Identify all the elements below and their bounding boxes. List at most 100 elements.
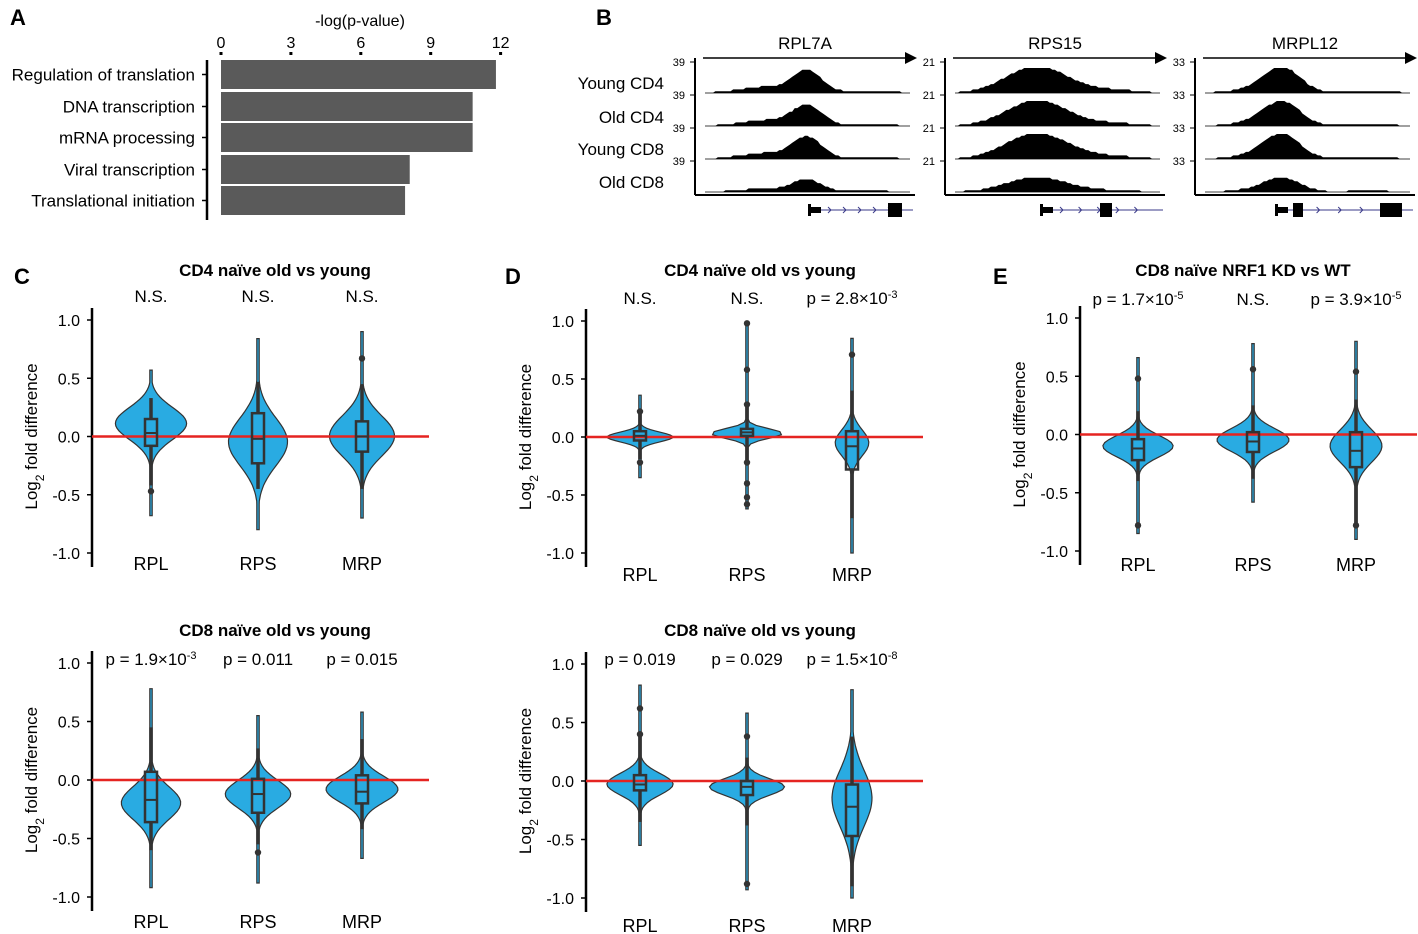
panel-a-bar — [221, 186, 406, 215]
panel-b-scale-label: 33 — [1173, 90, 1185, 102]
panel-a-category-label: Regulation of translation — [12, 66, 195, 85]
violin-box — [250, 777, 266, 815]
violin-y-tick-label: 0.0 — [1046, 428, 1068, 445]
violin-y-tick-label: 0.0 — [58, 430, 80, 447]
panel-b-gene-utr — [811, 207, 821, 213]
violin-body — [831, 689, 873, 899]
violin-outlier — [1352, 368, 1360, 375]
panel-a-category-label: mRNA processing — [59, 129, 195, 148]
panel-a-bar — [221, 123, 473, 152]
violin-y-axis-label: Log2 fold difference — [516, 364, 541, 510]
panel-b-scale-label: 39 — [673, 123, 685, 135]
violin-box — [632, 773, 648, 792]
panel-b-gene-strand-icon — [872, 206, 877, 214]
panel-b-direction-arrow-icon — [1405, 52, 1417, 64]
violin-y-tick-label: 1.0 — [1046, 311, 1068, 328]
violin-y-tick-label: 0.5 — [1046, 369, 1068, 386]
panel-b-direction-arrow-icon — [905, 52, 917, 64]
violin-pvalue-label: N.S. — [134, 287, 167, 306]
violin-category-label: MRP — [1336, 555, 1376, 575]
violin-box — [844, 429, 860, 471]
violin-category-label: MRP — [342, 554, 382, 574]
violin-outlier — [743, 494, 751, 501]
panel-b-track-label: Old CD8 — [599, 173, 664, 192]
panel-b-coverage-track — [955, 101, 1160, 126]
panel-a-x-tick — [359, 52, 363, 55]
violin-body — [120, 688, 182, 889]
violin-outlier — [743, 733, 751, 740]
violin-category-label: RPL — [133, 912, 168, 932]
panel-b-coverage-track — [1205, 177, 1410, 192]
violin-outlier — [1352, 522, 1360, 529]
violin-pvalue-label: N.S. — [345, 287, 378, 306]
violin-outlier — [636, 705, 644, 712]
panel-a-bar — [221, 92, 473, 121]
violin-y-tick-label: -0.5 — [546, 833, 574, 850]
panel-a-bar — [221, 155, 410, 184]
violin-title: CD8 naïve old vs young — [664, 621, 856, 640]
violin-y-tick-label: 0.5 — [552, 716, 574, 733]
panel-b-gene-exon — [1040, 204, 1043, 216]
panel-b-gene-name: MRPL12 — [1272, 34, 1338, 53]
violin-outlier — [743, 401, 751, 408]
panel-label-a: A — [10, 5, 26, 30]
panel-b-coverage-track — [1205, 101, 1410, 126]
violin-category-label: RPS — [239, 554, 276, 574]
violin-y-tick-label: 0.5 — [58, 715, 80, 732]
panel-b-coverage-track — [955, 177, 1160, 192]
violin-title: CD8 naïve old vs young — [179, 621, 371, 640]
violin-body — [328, 331, 396, 519]
panel-b-gene-rpl7a: RPL7A 39 39 39 39 — [673, 34, 917, 217]
violin-outlier — [147, 488, 155, 495]
violin-category-label: RPS — [728, 916, 765, 934]
violin-y-tick-label: -0.5 — [546, 488, 574, 505]
violin-box — [844, 783, 860, 838]
violin-pvalue-label: N.S. — [1236, 290, 1269, 309]
violin-y-tick-label: -0.5 — [52, 832, 80, 849]
panel-a-category-label: DNA transcription — [63, 98, 195, 117]
violin-outlier — [636, 731, 644, 738]
violin-y-tick-label: -0.5 — [52, 488, 80, 505]
panel-a-x-tick — [499, 52, 503, 55]
violin-outlier — [743, 480, 751, 487]
panel-b-coverage-track — [705, 69, 910, 93]
panel-b-gene-strand-icon — [1337, 206, 1342, 214]
violin-title: CD4 naïve old vs young — [179, 261, 371, 280]
panel-b-track-label: Young CD4 — [578, 74, 664, 93]
violin-panel-c2: CD8 naïve old vs young 1.0 0.5 0.0 -0.5 -1.0 L… — [22, 621, 429, 932]
violin-category-label: RPL — [133, 554, 168, 574]
panel-b-coverage-track — [955, 134, 1160, 159]
violin-outlier — [743, 366, 751, 373]
violin-y-axis-label: Log2 fold difference — [1010, 361, 1035, 507]
violin-pvalue-label: p = 0.019 — [604, 650, 675, 669]
panel-b-coverage-track — [1205, 134, 1410, 159]
panel-a-x-tick — [219, 52, 223, 55]
panel-b-scale-label: 21 — [923, 123, 935, 135]
panel-a-x-tick-label: 0 — [217, 35, 226, 52]
violin-pvalue-label: p = 1.9×10-3 — [105, 650, 196, 669]
panel-b-gene-exon — [1380, 203, 1402, 217]
panel-b-gene-exon — [1275, 204, 1278, 216]
panel-b-gene-strand-icon — [1115, 206, 1120, 214]
violin-y-tick-label: -1.0 — [52, 890, 80, 907]
panel-a-category-label: Viral transcription — [64, 161, 195, 180]
panel-a-x-tick-label: 3 — [286, 35, 295, 52]
panel-b-coverage-track — [705, 135, 910, 159]
violin-pvalue-label: N.S. — [623, 289, 656, 308]
violin-box — [739, 779, 755, 797]
violin-title: CD8 naïve NRF1 KD vs WT — [1135, 261, 1351, 280]
violin-pvalue-label: p = 0.029 — [711, 650, 782, 669]
panel-b-gene-mrpl12: MRPL12 33 33 33 33 — [1173, 34, 1417, 217]
violin-box — [1130, 437, 1146, 462]
violin-y-tick-label: -0.5 — [1040, 486, 1068, 503]
panel-b-coverage-track — [705, 104, 910, 126]
violin-category-label: RPL — [622, 916, 657, 934]
violin-pvalue-label: p = 3.9×10-5 — [1310, 290, 1401, 309]
violin-category-label: RPL — [622, 565, 657, 585]
panel-b-gene-name: RPS15 — [1028, 34, 1082, 53]
panel-a-x-tick-label: 6 — [356, 35, 365, 52]
violin-category-label: MRP — [832, 916, 872, 934]
panel-b-scale-label: 39 — [673, 156, 685, 168]
panel-b-gene-utr — [1043, 207, 1053, 213]
panel-b-track-label: Old CD4 — [599, 108, 664, 127]
